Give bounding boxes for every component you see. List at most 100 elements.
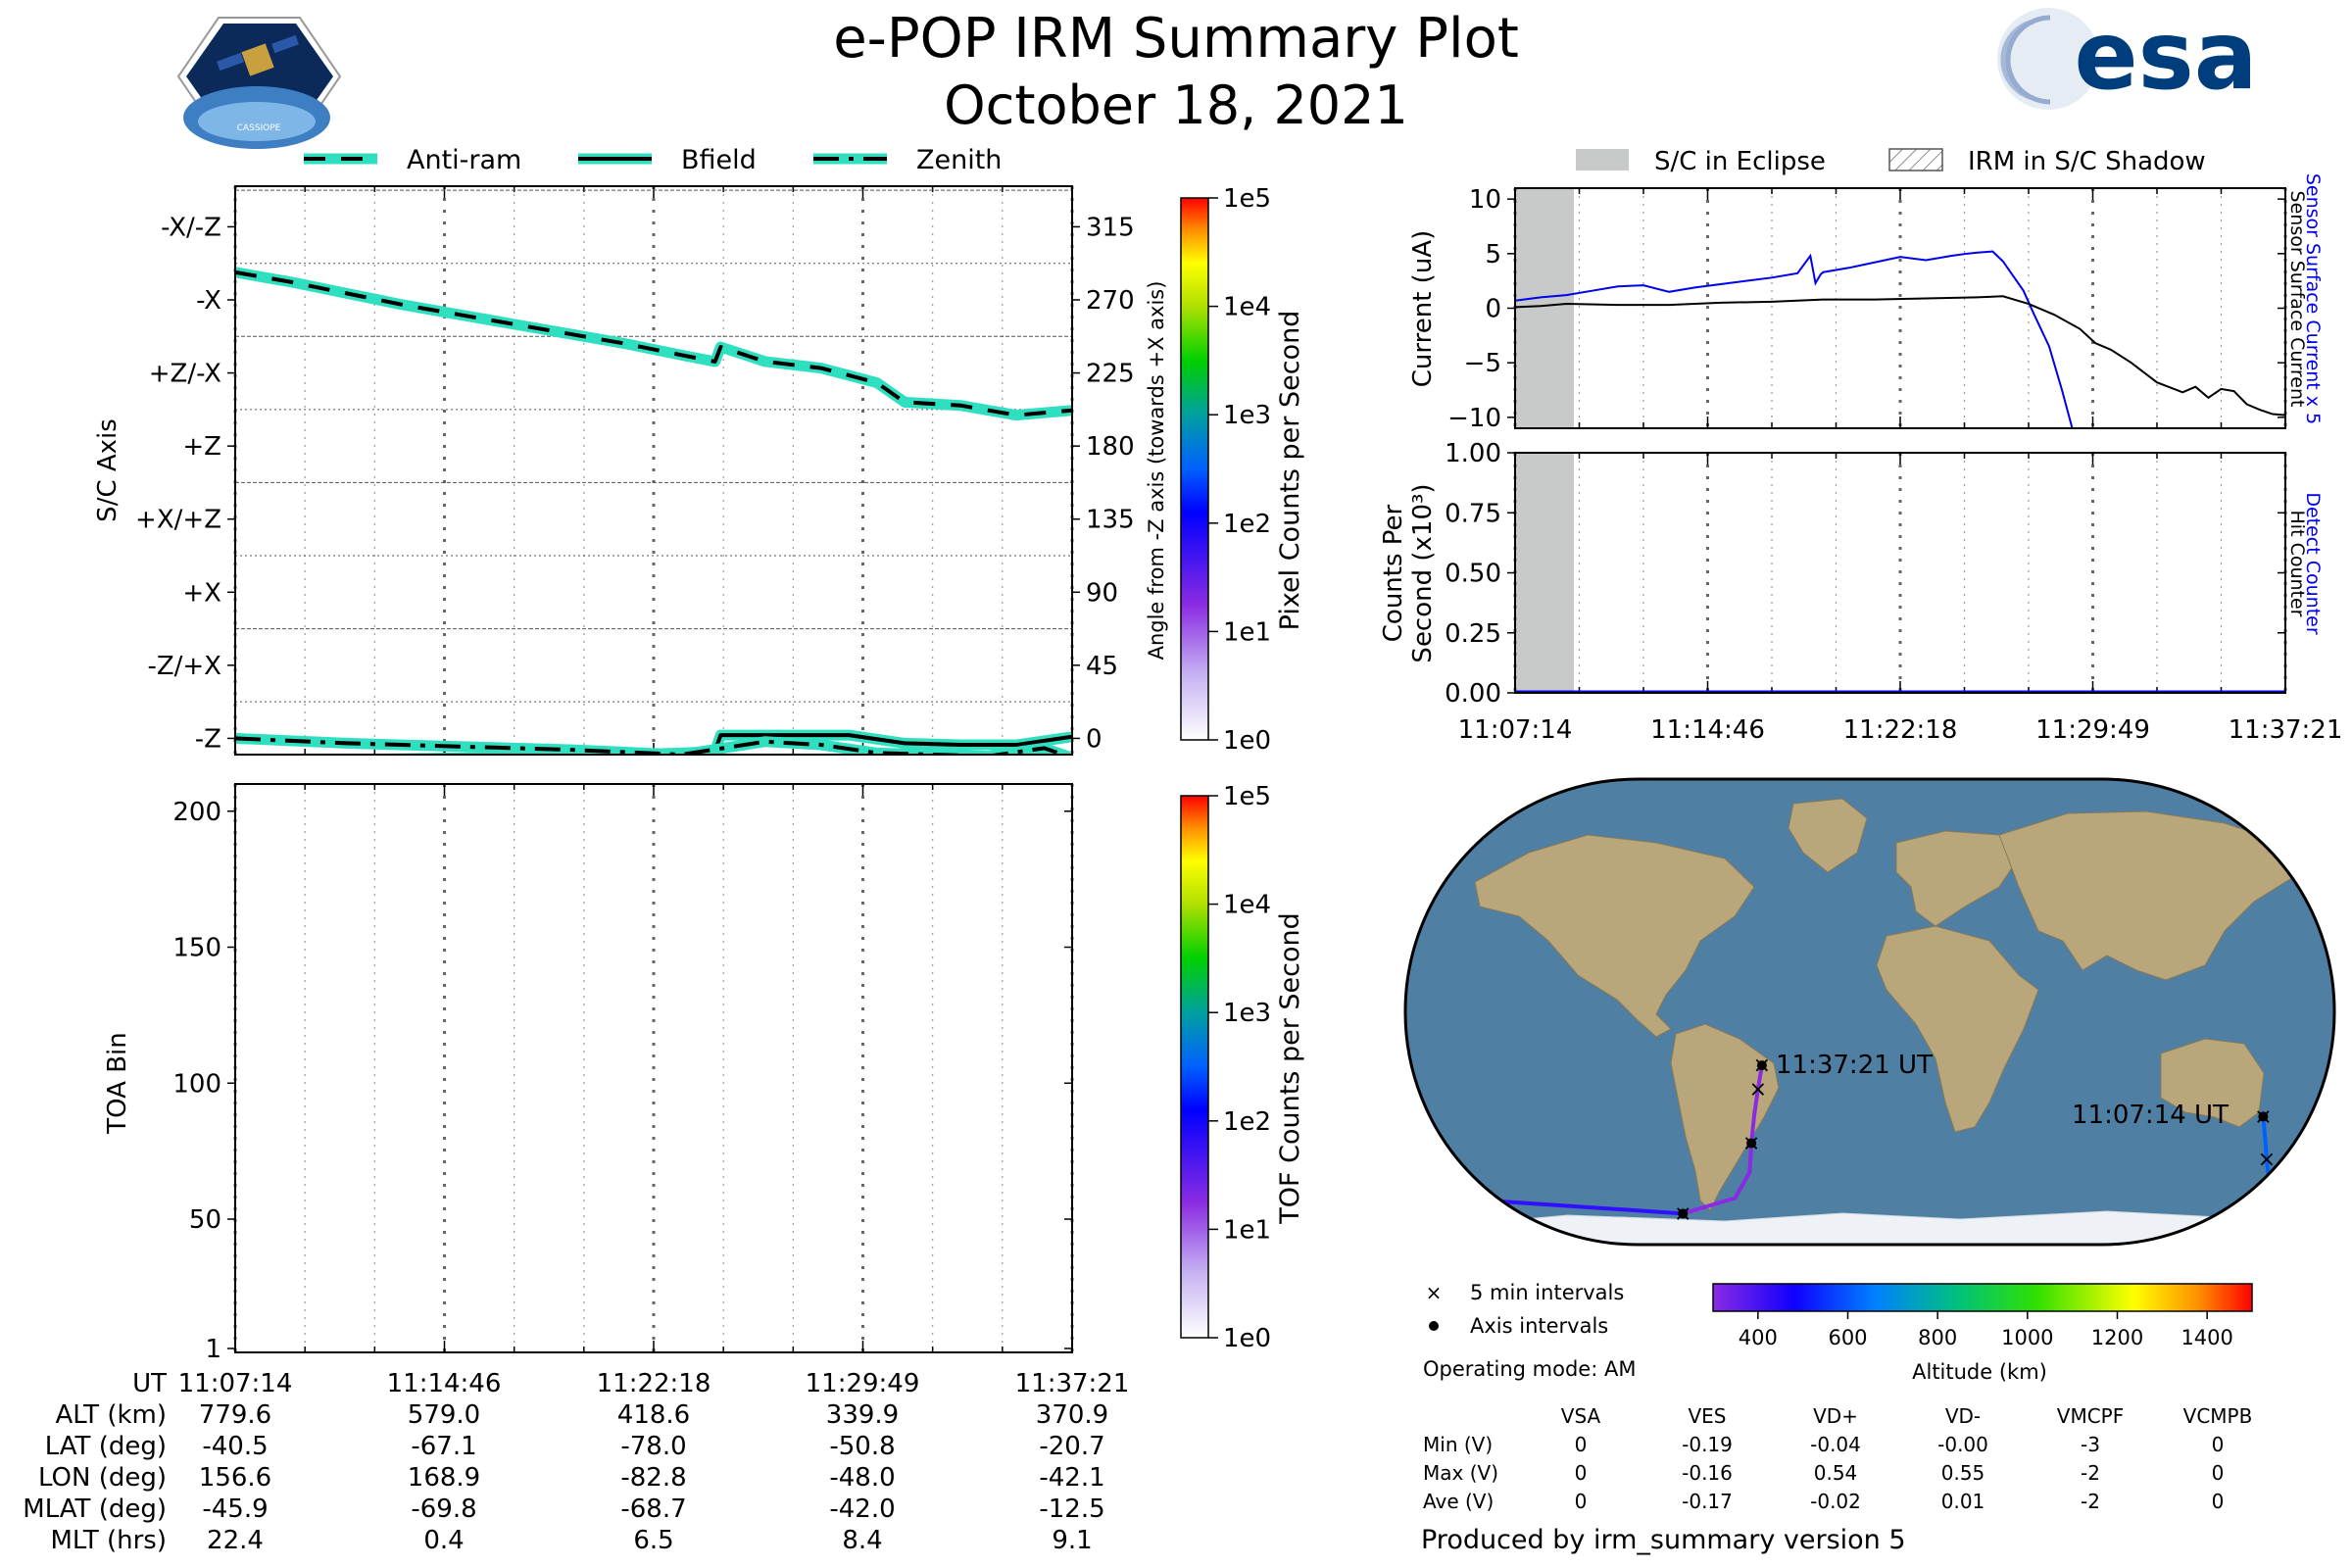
toa-y-tick-label: 100 xyxy=(172,1069,221,1099)
toa-y-tick-label: 200 xyxy=(172,798,221,827)
orbit-segment xyxy=(1752,1087,1760,1118)
counts-x-tick-label: 11:37:21 xyxy=(2229,715,2343,745)
continents xyxy=(1405,798,2334,1245)
toa-y-ticks: 200 150 100 50 1 xyxy=(172,798,1072,1364)
attitude-series-bfield xyxy=(547,733,1072,755)
ephemeris-cell: 11:14:46 xyxy=(387,1369,502,1398)
cassiope-logo: CASSIOPE xyxy=(176,17,342,149)
attitude-y-tick-label: -Z xyxy=(195,724,221,754)
ephemeris-cell: 779.6 xyxy=(199,1400,271,1430)
voltage-header: VSA xyxy=(1561,1404,1601,1428)
attitude-y-tick-label: -X/-Z xyxy=(161,213,221,242)
ephemeris-cell: 22.4 xyxy=(207,1526,264,1555)
legend-label: Bfield xyxy=(681,145,757,175)
current-eclipse-band xyxy=(1515,188,1574,428)
voltage-table: VSA VES VD+ VD- VMCPF VCMPB Min (V) 0 -0.19 -0.04… xyxy=(1423,1404,2252,1513)
voltage-header: VMCPF xyxy=(2057,1404,2124,1428)
ephemeris-cell: 168.9 xyxy=(408,1463,480,1493)
ephemeris-cell: -69.8 xyxy=(411,1494,476,1524)
esa-logo: esa xyxy=(1997,1,2258,111)
altitude-tick-label: 1400 xyxy=(2180,1326,2232,1349)
toa-y-tick-label: 50 xyxy=(189,1205,221,1235)
ephemeris-cell: 6.5 xyxy=(633,1526,673,1555)
counts-grid xyxy=(1513,453,2287,693)
attitude-y-tick-label: -X xyxy=(196,286,221,316)
voltage-cell: -0.16 xyxy=(1682,1461,1733,1485)
attitude-y-tick-label: +Z xyxy=(182,432,221,462)
legend-label: Anti-ram xyxy=(407,145,521,175)
axis-marker-icon xyxy=(1429,1321,1439,1331)
attitude-y-ticks: -X/-Z 315 -X 270 +Z/-X 225 +Z 180 +X/+Z 135 +X 90 -Z… xyxy=(135,213,1135,754)
ephemeris-cell: 8.4 xyxy=(842,1526,882,1555)
counts-right-label-black: Hit Counter xyxy=(2286,511,2308,617)
voltage-cell: 0 xyxy=(1575,1490,1588,1513)
counts-y-tick-label: 0.00 xyxy=(1445,679,1501,709)
colorbar-tick-label: 1e2 xyxy=(1223,1107,1271,1137)
ephemeris-cell: 156.6 xyxy=(199,1463,271,1493)
counts-y-tick-label: 0.75 xyxy=(1445,499,1501,528)
attitude-y2-tick-label: 45 xyxy=(1086,652,1118,681)
track-start-label: 11:07:14 UT xyxy=(2072,1101,2229,1130)
voltage-cell: -0.02 xyxy=(1810,1490,1861,1513)
axis-interval-marker xyxy=(1746,1138,1757,1149)
australia xyxy=(2160,1038,2265,1128)
voltage-cell: -2 xyxy=(2081,1461,2100,1485)
voltage-cell: 0 xyxy=(2212,1490,2225,1513)
page-title: e-POP IRM Summary Plot xyxy=(833,7,1519,71)
altitude-tick-label: 600 xyxy=(1828,1326,1867,1349)
voltage-header: VES xyxy=(1688,1404,1726,1428)
colorbar-tick-label: 1e1 xyxy=(1223,1215,1271,1245)
counts-right-label-blue: Detect Counter xyxy=(2302,492,2324,635)
esa-logo-text: esa xyxy=(2074,1,2257,111)
asia xyxy=(1998,810,2294,981)
axis-interval-marker xyxy=(2264,1180,2275,1191)
colorbar-tick-label: 1e4 xyxy=(1223,293,1271,322)
altitude-tick-label: 400 xyxy=(1739,1326,1778,1349)
colorbar-tick-label: 1e2 xyxy=(1223,510,1271,539)
voltage-header: VCMPB xyxy=(2183,1404,2253,1428)
voltage-row-label: Min (V) xyxy=(1423,1433,1493,1456)
altitude-tick-label: 1000 xyxy=(2001,1326,2053,1349)
current-y-tick-label: 0 xyxy=(1485,295,1501,324)
ephemeris-cell: 418.6 xyxy=(617,1400,690,1430)
colorbar-tick-label: 1e3 xyxy=(1223,401,1271,430)
greenland xyxy=(1788,798,1868,873)
voltage-cell: 0.55 xyxy=(1941,1461,1985,1485)
current-y-tick-label: −10 xyxy=(1447,404,1501,433)
sensor-current-line xyxy=(1515,295,2285,416)
orbit-segment xyxy=(2263,1139,2269,1161)
colorbar-tick-label: 1e0 xyxy=(1223,726,1271,756)
counts-x-ticks: 11:07:14 11:14:46 11:22:18 11:29:49 11:37:21 xyxy=(1458,715,2343,745)
five-min-marker-icon: × xyxy=(1426,1281,1443,1304)
operating-mode: Operating mode: AM xyxy=(1423,1357,1636,1381)
tof-colorbar: 1e5 1e4 1e3 1e2 1e1 1e0 TOF Counts per Second xyxy=(1180,782,1305,1353)
ephemeris-cell: -68.7 xyxy=(620,1494,686,1524)
counts-x-tick-label: 11:14:46 xyxy=(1650,715,1765,745)
orbit-segment xyxy=(1681,1196,1738,1216)
ephemeris-row-label: MLT (hrs) xyxy=(51,1526,168,1555)
counts-x-tick-label: 11:07:14 xyxy=(1458,715,1573,745)
counts-ylabel-line2: Second (x10³) xyxy=(1408,483,1438,662)
voltage-cell: 0.54 xyxy=(1814,1461,1858,1485)
current-y-tick-label: −5 xyxy=(1464,349,1501,378)
track-end-label: 11:37:21 UT xyxy=(1776,1051,1933,1080)
current-right-label-blue: Sensor Surface Current x 5 xyxy=(2302,173,2324,424)
voltage-cell: 0 xyxy=(1575,1433,1588,1456)
counts-y-tick-label: 1.00 xyxy=(1445,439,1501,468)
ephemeris-cell: -45.9 xyxy=(202,1494,268,1524)
attitude-legend: Anti-ram Bfield Zenith xyxy=(304,145,1002,175)
orbit-segment-wrap xyxy=(1452,1191,1490,1203)
eclipse-legend: S/C in Eclipse IRM in S/C Shadow xyxy=(1576,147,2206,176)
ephemeris-cell: -42.0 xyxy=(829,1494,895,1524)
counts-x-tick-label: 11:22:18 xyxy=(1843,715,1958,745)
altitude-colorbar-ticks: 400 600 800 1000 1200 1400 xyxy=(1739,1311,2233,1349)
footer-credit: Produced by irm_summary version 5 xyxy=(1421,1525,1906,1555)
attitude-y2-tick-label: 315 xyxy=(1086,213,1135,242)
attitude-y2-tick-label: 90 xyxy=(1086,578,1118,608)
ephemeris-cell: 11:07:14 xyxy=(178,1369,293,1398)
voltage-cell: -3 xyxy=(2081,1433,2100,1456)
toa-y-tick-label: 150 xyxy=(172,934,221,963)
voltage-cell: -0.04 xyxy=(1810,1433,1861,1456)
eclipse-swatch xyxy=(1576,149,1629,171)
voltage-cell: -0.17 xyxy=(1682,1490,1733,1513)
